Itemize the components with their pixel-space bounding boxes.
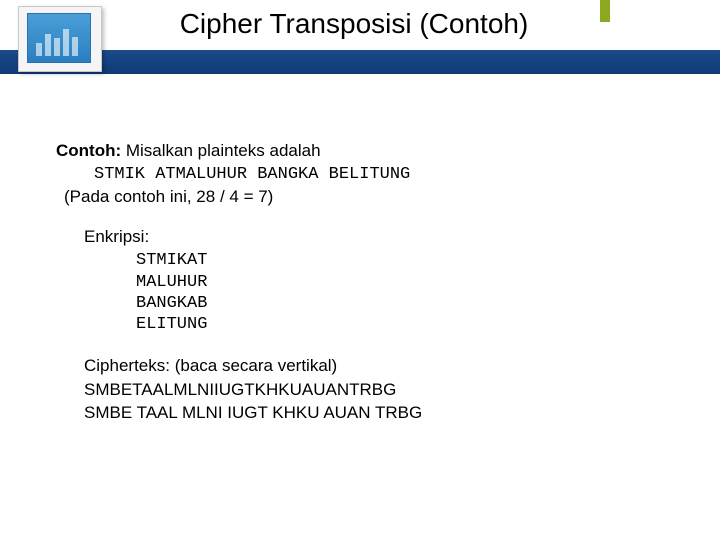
chart-icon	[36, 24, 84, 56]
enkripsi-row: ELITUNG	[136, 314, 676, 335]
ciphertext-block: Cipherteks: (baca secara vertikal) SMBET…	[84, 355, 676, 423]
contoh-label: Contoh:	[56, 141, 121, 160]
enkripsi-row: MALUHUR	[136, 272, 676, 293]
ciphertext-spaced: SMBE TAAL MLNI IUGT KHKU AUAN TRBG	[84, 402, 676, 424]
title-area: Cipher Transposisi (Contoh)	[114, 8, 594, 40]
enkripsi-row: STMIKAT	[136, 250, 676, 271]
slide-content: Contoh: Misalkan plainteks adalah STMIK …	[56, 140, 676, 424]
contoh-text: Misalkan plainteks adalah	[121, 141, 320, 160]
encryption-block: Enkripsi: STMIKAT MALUHUR BANGKAB ELITUN…	[84, 226, 676, 335]
page-title: Cipher Transposisi (Contoh)	[180, 8, 529, 39]
accent-block	[600, 0, 610, 22]
encryption-label: Enkripsi:	[84, 226, 676, 248]
calculation-note: (Pada contoh ini, 28 / 4 = 7)	[64, 186, 676, 208]
ciphertext-compact: SMBETAALMLNIIUGTKHKUAUANTRBG	[84, 379, 676, 401]
monitor-icon	[27, 13, 91, 63]
slide-header: Cipher Transposisi (Contoh)	[0, 0, 720, 78]
presentation-icon	[18, 6, 102, 72]
plaintext-value: STMIK ATMALUHUR BANGKA BELITUNG	[94, 164, 676, 186]
enkripsi-row: BANGKAB	[136, 293, 676, 314]
encryption-rows: STMIKAT MALUHUR BANGKAB ELITUNG	[136, 250, 676, 335]
header-bar	[0, 50, 720, 74]
ciphertext-label: Cipherteks: (baca secara vertikal)	[84, 355, 676, 377]
example-intro: Contoh: Misalkan plainteks adalah	[56, 140, 676, 162]
